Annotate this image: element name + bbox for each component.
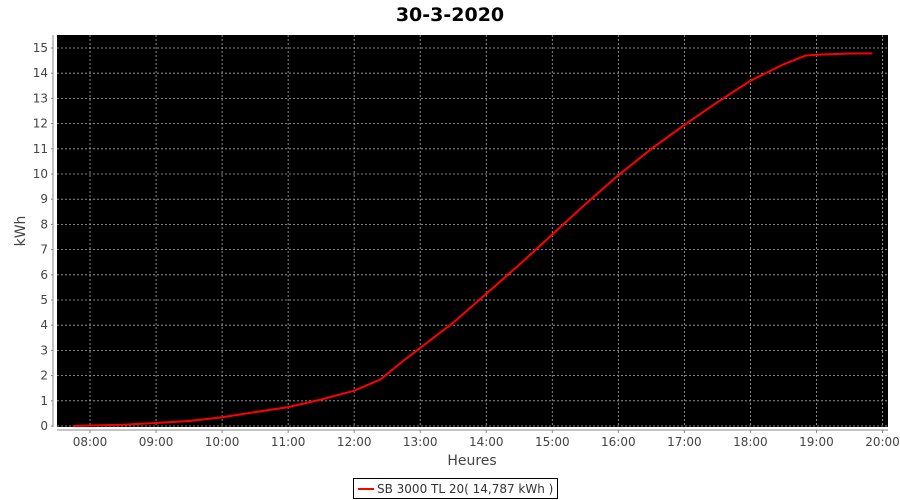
y-tick-label: 5 (40, 293, 48, 307)
data-point (188, 419, 191, 422)
data-point (518, 263, 521, 266)
y-tick-label: 15 (33, 41, 48, 55)
data-point (155, 421, 158, 424)
x-tick-label: 08:00 (73, 435, 108, 449)
x-tick-label: 14:00 (469, 435, 504, 449)
y-tick-label: 7 (40, 243, 48, 257)
x-tick-label: 12:00 (337, 435, 372, 449)
x-axis-label: Heures (447, 453, 496, 469)
x-tick-label: 19:00 (799, 435, 834, 449)
plot-area (57, 35, 888, 427)
x-tick-label: 15:00 (535, 435, 570, 449)
data-point (485, 292, 488, 295)
data-point (749, 79, 752, 82)
y-tick-label: 12 (33, 117, 48, 131)
x-tick-label: 18:00 (733, 435, 768, 449)
data-point (402, 359, 405, 362)
data-point (221, 416, 224, 419)
x-tick-label: 09:00 (139, 435, 174, 449)
y-tick-label: 8 (40, 217, 48, 231)
x-tick-label: 17:00 (667, 435, 702, 449)
data-point (551, 233, 554, 236)
y-tick-label: 13 (33, 91, 48, 105)
x-tick-label: 20:00 (865, 435, 900, 449)
x-tick-label: 13:00 (403, 435, 438, 449)
data-point (287, 406, 290, 409)
data-point (72, 425, 75, 427)
data-point (650, 147, 653, 150)
chart-title: 30-3-2020 (396, 4, 504, 26)
y-axis-label: kWh (13, 216, 29, 247)
y-tick-label: 14 (33, 66, 48, 80)
y-tick-label: 0 (40, 419, 48, 433)
data-point (804, 54, 807, 57)
data-point (419, 346, 422, 349)
y-tick-label: 9 (40, 192, 48, 206)
legend-swatch (358, 487, 374, 490)
legend-label: SB 3000 TL 20( 14,787 kWh ) (377, 481, 554, 496)
data-point (683, 123, 686, 126)
data-point (254, 411, 257, 414)
data-point (320, 398, 323, 401)
data-point (89, 424, 92, 427)
data-point (353, 389, 356, 392)
data-point (870, 52, 873, 55)
legend: SB 3000 TL 20( 14,787 kWh ) (353, 478, 559, 499)
data-point (815, 53, 818, 56)
data-point (617, 174, 620, 177)
y-tick-label: 3 (40, 343, 48, 357)
data-point (122, 423, 125, 426)
grid (57, 35, 888, 427)
data-point (716, 101, 719, 104)
y-tick-label: 6 (40, 268, 48, 282)
series-line (73, 52, 872, 427)
data-point (848, 52, 851, 55)
y-tick-label: 2 (40, 369, 48, 383)
data-point (379, 378, 382, 381)
x-tick-label: 10:00 (205, 435, 240, 449)
y-tick-label: 11 (33, 142, 48, 156)
x-tick-label: 11:00 (271, 435, 306, 449)
y-tick-label: 4 (40, 318, 48, 332)
y-tick-label: 10 (33, 167, 48, 181)
y-tick-label: 1 (40, 394, 48, 408)
x-tick-label: 16:00 (601, 435, 636, 449)
data-point (584, 203, 587, 206)
data-point (452, 321, 455, 324)
x-axis: 08:00 09:00 10:00 11:00 12:00 13:00 14:00 15:00… (57, 429, 900, 449)
data-point (782, 63, 785, 66)
